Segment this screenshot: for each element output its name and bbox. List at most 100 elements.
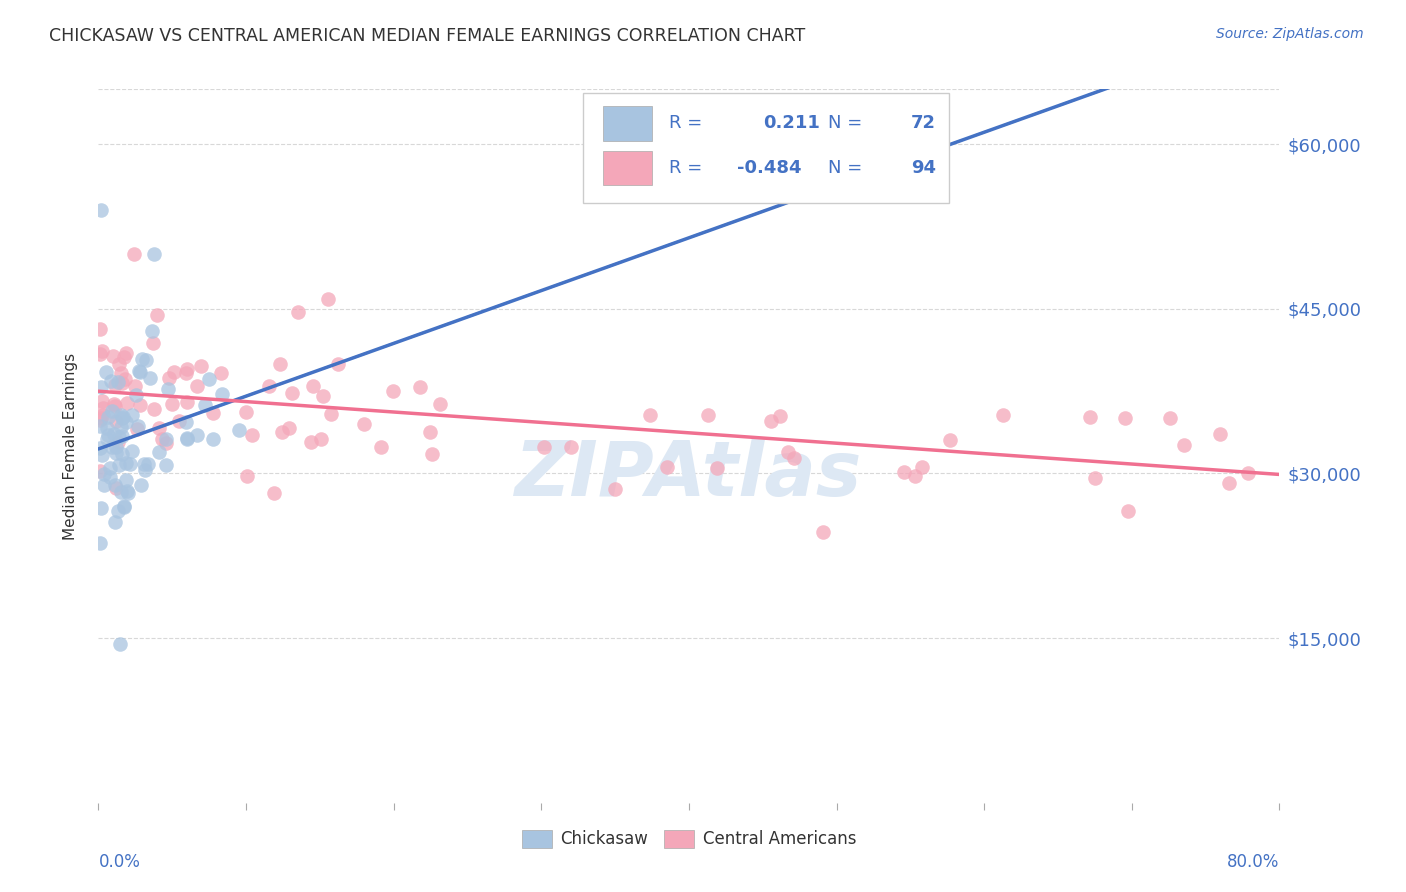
Point (228, 424, 250, 438)
Point (90, 380, 112, 394)
Point (101, 440, 124, 454)
Point (114, 456, 136, 470)
Point (174, 366, 197, 380)
Point (157, 382, 180, 396)
Point (939, 433, 962, 447)
Point (142, 336, 165, 351)
Point (103, 427, 125, 442)
Point (150, 433, 173, 447)
Point (1078, 409, 1101, 424)
Point (114, 372, 136, 386)
Point (127, 419, 149, 434)
Point (381, 384, 404, 399)
Point (240, 427, 263, 442)
Point (110, 408, 132, 422)
Point (420, 447, 443, 461)
Legend: Chickasaw, Central Americans: Chickasaw, Central Americans (515, 823, 863, 855)
Point (107, 376, 129, 390)
Point (125, 422, 148, 436)
Point (114, 415, 136, 429)
Point (107, 504, 129, 518)
Point (122, 247, 145, 261)
Point (136, 457, 159, 471)
Point (176, 394, 198, 409)
Point (90, 500, 112, 515)
Point (211, 387, 233, 401)
Point (89, 411, 111, 425)
Point (97, 409, 120, 424)
Point (638, 408, 661, 422)
Point (112, 500, 135, 514)
Point (117, 485, 139, 500)
Point (101, 350, 124, 364)
Point (1114, 411, 1136, 425)
Point (299, 434, 322, 449)
Point (319, 407, 342, 421)
Point (257, 379, 280, 393)
Point (370, 440, 392, 454)
Point (778, 445, 800, 459)
Point (111, 429, 134, 443)
Point (148, 445, 170, 459)
Point (1237, 466, 1260, 480)
Point (176, 431, 198, 445)
Point (560, 440, 582, 454)
Point (409, 380, 432, 394)
Point (783, 450, 806, 465)
Point (89, 322, 111, 336)
Point (89, 442, 111, 456)
Point (287, 304, 309, 318)
Point (110, 376, 132, 390)
Point (353, 417, 375, 431)
Point (176, 432, 198, 446)
Point (991, 409, 1014, 423)
Point (1173, 437, 1195, 451)
Point (111, 410, 134, 425)
Point (132, 457, 155, 471)
Point (1218, 476, 1240, 491)
Point (104, 414, 127, 428)
Point (198, 371, 221, 385)
Point (1209, 426, 1232, 441)
Point (107, 458, 129, 472)
Point (280, 386, 302, 401)
Point (169, 414, 191, 428)
Point (103, 397, 125, 411)
Point (108, 637, 131, 651)
Point (186, 378, 208, 392)
Point (163, 365, 186, 379)
Point (91, 408, 114, 422)
FancyBboxPatch shape (603, 151, 652, 185)
Point (104, 399, 127, 413)
Point (419, 425, 441, 439)
Point (1159, 411, 1181, 425)
Point (176, 362, 198, 376)
Point (104, 515, 127, 529)
Point (148, 421, 170, 435)
FancyBboxPatch shape (582, 93, 949, 203)
Point (115, 396, 138, 410)
Point (706, 460, 728, 475)
Point (96, 421, 118, 435)
Point (100, 374, 122, 388)
Point (129, 477, 152, 491)
Point (263, 486, 285, 500)
Point (110, 366, 132, 380)
Text: CHICKASAW VS CENTRAL AMERICAN MEDIAN FEMALE EARNINGS CORRELATION CHART: CHICKASAW VS CENTRAL AMERICAN MEDIAN FEM… (49, 27, 806, 45)
Point (115, 346, 138, 360)
Point (143, 247, 166, 261)
Point (93, 477, 115, 491)
Point (112, 409, 135, 424)
Point (318, 293, 340, 307)
Point (98, 461, 121, 475)
Point (96, 432, 118, 446)
Point (271, 425, 294, 439)
Point (108, 429, 131, 443)
Point (129, 398, 152, 412)
Point (98, 469, 121, 483)
Point (1084, 471, 1107, 485)
Point (160, 397, 183, 411)
Point (269, 357, 291, 371)
Point (94, 365, 117, 379)
Point (104, 481, 127, 495)
